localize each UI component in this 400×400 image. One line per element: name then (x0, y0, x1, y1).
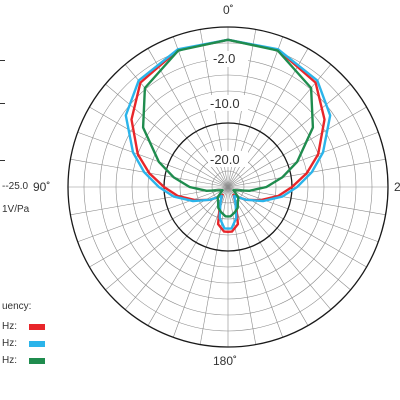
ring-label-10: -10.0 (210, 96, 240, 111)
grid-ring (131, 90, 325, 284)
series-line (141, 38, 315, 218)
grid-ring (67, 26, 389, 348)
scale-label: --25.0 (2, 181, 29, 192)
ring-label-bg (208, 51, 248, 67)
grid-ring (115, 74, 341, 300)
angle-label-top: 0˚ (223, 3, 234, 17)
grid-ring (179, 138, 277, 236)
legend-label: Hz: (2, 355, 17, 366)
legend-swatch (29, 341, 45, 347)
angle-label-bottom: 180˚ (213, 354, 238, 368)
ring-label-20: -20.0 (210, 152, 240, 167)
legend-label: Hz: (2, 338, 17, 349)
series-line (130, 38, 326, 233)
legend-label: Hz: (2, 321, 17, 332)
left-tick (0, 160, 5, 161)
series-line (124, 38, 332, 230)
legend-title: uency: (2, 301, 32, 312)
unit-label: 1V/Pa (2, 204, 30, 215)
ring-label-bg (208, 95, 248, 111)
grid-ring (211, 170, 245, 204)
legend-swatch (29, 324, 45, 330)
grid-ring (83, 42, 373, 332)
angle-label-left: 90˚ (33, 180, 51, 194)
left-tick (0, 103, 5, 104)
ring-label-2: -2.0 (213, 51, 236, 66)
ring-label-bg (208, 151, 248, 167)
left-tick (0, 60, 5, 61)
legend-swatch (29, 358, 45, 364)
angle-label-right: 2 (394, 180, 400, 194)
